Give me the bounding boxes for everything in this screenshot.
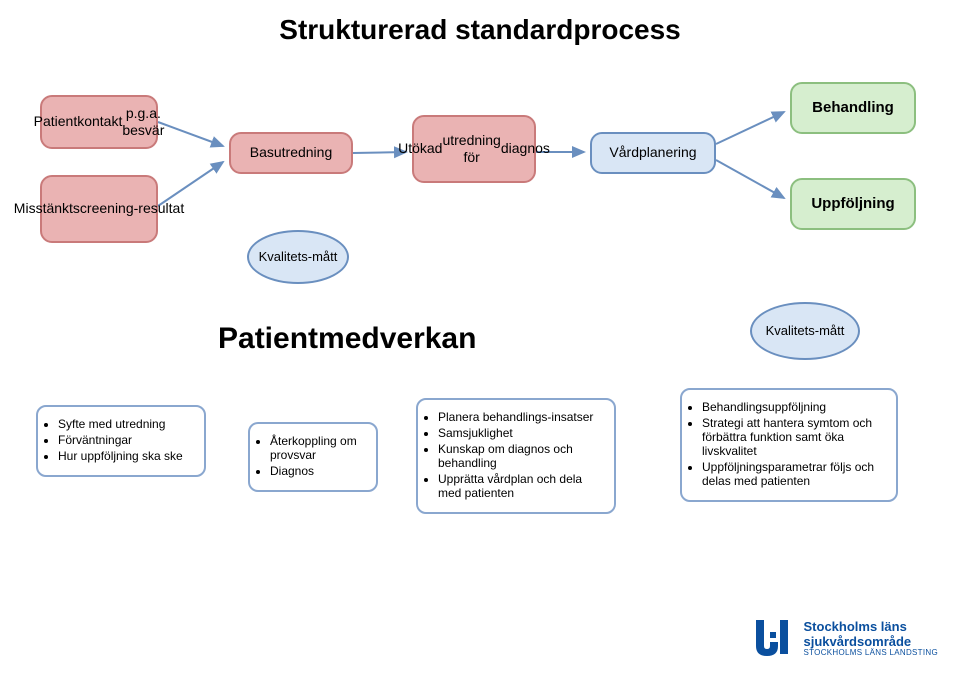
node-line: Patientkontakt xyxy=(34,113,123,131)
detail-item: Diagnos xyxy=(270,464,366,478)
node-behandling: Behandling xyxy=(790,82,916,134)
flow-arrow xyxy=(158,122,223,146)
ellipse-line: mått xyxy=(312,249,337,265)
detail-item: Upprätta vårdplan och dela med patienten xyxy=(438,472,604,500)
detail-box-1: Syfte med utredning Förväntningar Hur uppf… xyxy=(36,405,206,477)
detail-item: Uppföljningsparametrar följs och delas m… xyxy=(702,460,886,488)
node-patientkontakt: Patientkontaktp.g.a. besvär xyxy=(40,95,158,149)
title-text: Strukturerad standardprocess xyxy=(279,14,680,45)
detail-item: Förväntningar xyxy=(58,433,194,447)
flow-arrow xyxy=(716,112,784,144)
detail-box-4: Behandlingsuppföljning Strategi att hante… xyxy=(680,388,898,502)
detail-item: Återkoppling om provsvar xyxy=(270,434,366,462)
node-line: utredning för xyxy=(442,132,500,167)
detail-item: Kunskap om diagnos och behandling xyxy=(438,442,604,470)
patientmedverkan-text: Patientmedverkan xyxy=(218,322,476,355)
logo-line3: STOCKHOLMS LÄNS LANDSTING xyxy=(804,648,939,657)
node-basutredning: Basutredning xyxy=(229,132,353,174)
logo-line1: Stockholms läns xyxy=(804,619,907,634)
node-line: Utökad xyxy=(398,140,442,158)
detail-item: Strategi att hantera symtom och förbättr… xyxy=(702,416,886,458)
node-line: p.g.a. besvär xyxy=(122,105,164,140)
detail-item: Syfte med utredning xyxy=(58,417,194,431)
page-title: Strukturerad standardprocess xyxy=(0,14,960,46)
ellipse-line: Kvalitets- xyxy=(259,249,312,265)
detail-box-3: Planera behandlings-insatser Samsjuklighe… xyxy=(416,398,616,514)
node-line: Misstänkt xyxy=(14,200,73,218)
ellipse-line: Kvalitets- xyxy=(766,323,819,339)
node-line: resultat xyxy=(138,200,184,218)
logo-line2: sjukvårdsområde xyxy=(804,634,912,649)
node-line: Basutredning xyxy=(250,144,333,162)
node-vardplanering: Vårdplanering xyxy=(590,132,716,174)
node-line: diagnos xyxy=(501,140,550,158)
node-line: screening- xyxy=(73,200,138,218)
logo-mark xyxy=(750,616,796,662)
detail-box-2: Återkoppling om provsvar Diagnos xyxy=(248,422,378,492)
logo-text: Stockholms läns sjukvårdsområde STOCKHOL… xyxy=(804,620,939,657)
org-logo: Stockholms läns sjukvårdsområde STOCKHOL… xyxy=(750,616,939,662)
node-screening: Misstänktscreening-resultat xyxy=(40,175,158,243)
node-uppfoljning: Uppföljning xyxy=(790,178,916,230)
logo-shape xyxy=(756,642,778,656)
kvalitetsmatt-2: Kvalitets-mått xyxy=(750,302,860,360)
logo-shape xyxy=(770,632,776,638)
detail-item: Hur uppföljning ska ske xyxy=(58,449,194,463)
kvalitetsmatt-1: Kvalitets-mått xyxy=(247,230,349,284)
node-line: Behandling xyxy=(812,99,894,118)
node-line: Uppföljning xyxy=(811,195,894,214)
node-utokad: Utökadutredning fördiagnos xyxy=(412,115,536,183)
patientmedverkan-label: Patientmedverkan xyxy=(218,322,476,356)
ellipse-line: mått xyxy=(819,323,844,339)
logo-shape xyxy=(756,620,764,644)
detail-item: Samsjuklighet xyxy=(438,426,604,440)
node-line: Vårdplanering xyxy=(609,144,696,162)
detail-item: Behandlingsuppföljning xyxy=(702,400,886,414)
logo-shape xyxy=(780,620,788,654)
detail-item: Planera behandlings-insatser xyxy=(438,410,604,424)
flow-arrow xyxy=(716,160,784,198)
